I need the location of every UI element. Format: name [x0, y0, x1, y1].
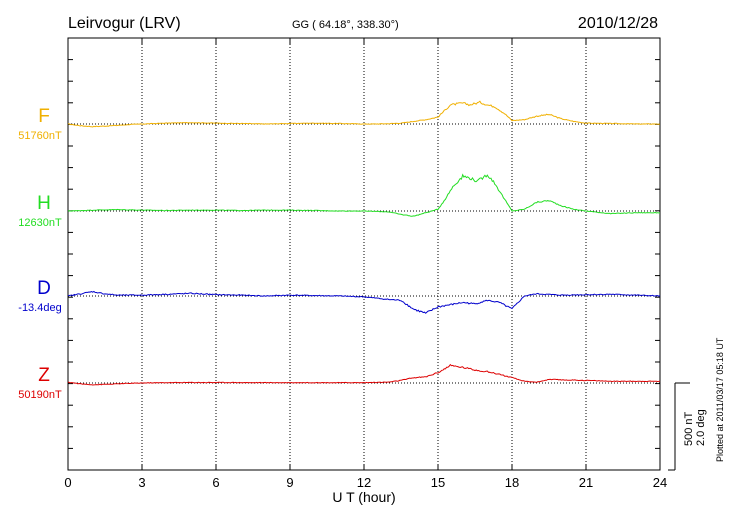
- x-tick-label-12: 12: [357, 475, 371, 490]
- x-tick-label-6: 6: [212, 475, 219, 490]
- series-name-H: H: [37, 193, 51, 214]
- series-line-D: [67, 290, 661, 314]
- x-tick-label-9: 9: [286, 475, 293, 490]
- series-line-F: [67, 100, 661, 128]
- series-name-D: D: [37, 278, 51, 299]
- x-grid: [141, 38, 587, 470]
- series-baseline-F: 51760nT: [18, 130, 62, 142]
- x-tick-label-3: 3: [138, 475, 145, 490]
- series-name-Z: Z: [38, 365, 50, 386]
- series-baseline-Z: 50190nT: [18, 389, 62, 401]
- series-lines: [67, 100, 661, 386]
- x-tick-label-0: 0: [64, 475, 71, 490]
- series-baseline-D: -13.4deg: [18, 302, 61, 314]
- x-tick-label-18: 18: [505, 475, 519, 490]
- series-labels: F 51760nT H 12630nT D -13.4deg Z 50190nT: [18, 106, 62, 401]
- series-baseline-H: 12630nT: [18, 217, 62, 229]
- date-title: 2010/12/28: [578, 15, 658, 32]
- x-ticks: 0 3 6 9 12 15 18 21 24: [64, 38, 667, 490]
- series-line-H: [67, 173, 661, 217]
- plotted-at-note: Plotted at 2011/03/17 05:18 UT: [715, 337, 725, 462]
- scale-bar: 500 nT 2.0 deg: [668, 382, 707, 471]
- x-tick-label-15: 15: [431, 475, 445, 490]
- station-title: Leirvogur (LRV): [68, 15, 181, 32]
- series-line-Z: [67, 363, 661, 386]
- coords-subtitle: GG ( 64.18°, 338.30°): [292, 19, 399, 31]
- x-tick-label-24: 24: [653, 475, 667, 490]
- x-tick-label-21: 21: [579, 475, 593, 490]
- x-axis-label: U T (hour): [332, 489, 395, 505]
- scale-label-deg: 2.0 deg: [695, 409, 707, 446]
- series-name-F: F: [38, 106, 50, 127]
- scale-label-nt: 500 nT: [683, 411, 695, 446]
